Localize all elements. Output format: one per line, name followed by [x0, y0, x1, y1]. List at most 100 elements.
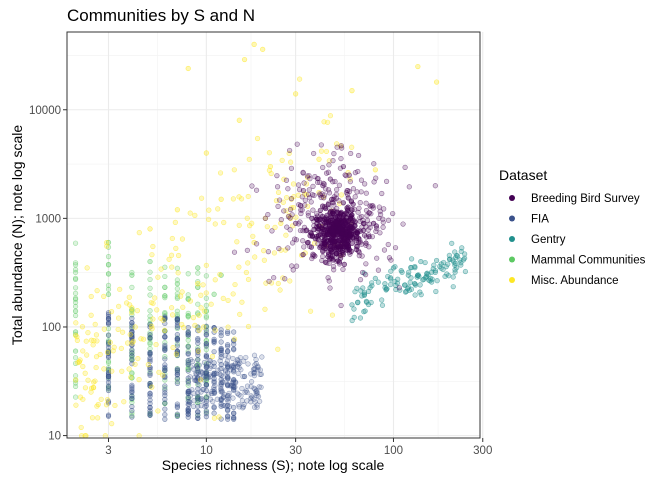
- data-point-misc-abundance: [251, 239, 257, 246]
- data-point-mammal-communities: [162, 295, 168, 301]
- data-point-fia: [195, 386, 201, 392]
- data-point-fia: [225, 416, 231, 422]
- data-point-fia: [187, 399, 193, 405]
- data-point-misc-abundance: [79, 324, 86, 330]
- data-point-misc-abundance: [290, 181, 297, 187]
- data-point-fia: [189, 358, 196, 365]
- data-point-breeding-bird-survey: [432, 183, 438, 189]
- data-point-breeding-bird-survey: [358, 189, 364, 195]
- data-point-fia: [228, 383, 234, 389]
- data-point-breeding-bird-survey: [366, 234, 372, 240]
- data-point-fia: [185, 407, 191, 414]
- data-point-mammal-communities: [147, 276, 153, 283]
- data-point-fia: [195, 409, 201, 415]
- data-point-gentry: [452, 262, 458, 268]
- data-point-gentry: [354, 285, 360, 291]
- data-point-breeding-bird-survey: [276, 197, 283, 203]
- data-point-fia: [129, 334, 135, 341]
- plot-border: [66, 31, 481, 439]
- data-point-fia: [105, 344, 112, 351]
- data-point-breeding-bird-survey: [367, 203, 373, 209]
- data-point-breeding-bird-survey: [283, 177, 290, 183]
- data-point-misc-abundance: [93, 364, 99, 371]
- data-point-fia: [147, 357, 153, 363]
- data-point-fia: [174, 343, 180, 349]
- data-point-breeding-bird-survey: [323, 170, 330, 176]
- data-point-misc-abundance: [245, 260, 251, 266]
- data-point-misc-abundance: [169, 305, 175, 311]
- data-point-fia: [162, 387, 168, 393]
- data-point-fia: [244, 389, 250, 395]
- data-point-fia: [213, 370, 220, 377]
- data-point-breeding-bird-survey: [373, 223, 379, 229]
- data-point-mammal-communities: [72, 348, 79, 354]
- data-point-mammal-communities: [72, 355, 79, 361]
- data-point-gentry: [382, 281, 388, 287]
- data-point-misc-abundance: [83, 433, 89, 439]
- data-point-fia: [224, 358, 231, 364]
- data-point-breeding-bird-survey: [352, 223, 358, 229]
- data-point-fia: [230, 355, 236, 362]
- data-point-breeding-bird-survey: [343, 211, 349, 217]
- data-point-breeding-bird-survey: [305, 210, 311, 216]
- data-point-breeding-bird-survey: [340, 200, 346, 206]
- data-point-misc-abundance: [82, 370, 88, 376]
- data-point-misc-abundance: [250, 233, 256, 239]
- data-point-breeding-bird-survey: [318, 194, 324, 201]
- data-point-fia: [203, 381, 209, 388]
- data-point-fia: [105, 379, 112, 386]
- data-point-breeding-bird-survey: [266, 278, 272, 284]
- data-point-breeding-bird-survey: [304, 173, 311, 179]
- data-point-fia: [185, 324, 191, 331]
- data-point-misc-abundance: [326, 158, 332, 164]
- data-point-misc-abundance: [136, 230, 142, 236]
- data-point-breeding-bird-survey: [337, 211, 343, 217]
- data-point-mammal-communities: [174, 277, 180, 283]
- data-point-breeding-bird-survey: [302, 197, 308, 203]
- y-axis-title: Total abundance (N); note log scale: [9, 125, 25, 345]
- data-point-breeding-bird-survey: [356, 152, 362, 159]
- data-point-mammal-communities: [147, 308, 153, 314]
- data-point-misc-abundance: [156, 369, 162, 375]
- data-point-misc-abundance: [288, 159, 294, 165]
- data-point-fia: [129, 388, 135, 394]
- data-point-misc-abundance: [239, 299, 245, 305]
- data-point-misc-abundance: [154, 307, 160, 313]
- data-point-misc-abundance: [150, 243, 156, 250]
- data-point-fia: [231, 329, 237, 335]
- data-point-breeding-bird-survey: [301, 244, 307, 250]
- data-point-misc-abundance: [88, 293, 94, 300]
- y-tick-label: 10: [48, 431, 61, 443]
- data-point-misc-abundance: [80, 348, 86, 354]
- data-point-breeding-bird-survey: [307, 229, 313, 235]
- data-point-breeding-bird-survey: [297, 187, 303, 193]
- data-point-fia: [191, 375, 198, 381]
- data-point-misc-abundance: [203, 290, 209, 296]
- data-point-fia: [203, 352, 209, 358]
- data-point-mammal-communities: [72, 285, 79, 291]
- data-point-breeding-bird-survey: [363, 240, 369, 246]
- data-point-misc-abundance: [158, 266, 164, 272]
- data-point-breeding-bird-survey: [318, 142, 324, 148]
- data-point-fia: [243, 354, 249, 361]
- data-point-misc-abundance: [104, 239, 110, 246]
- data-point-mammal-communities: [72, 269, 79, 276]
- data-point-fia: [218, 362, 224, 368]
- data-point-breeding-bird-survey: [330, 210, 336, 216]
- data-point-mammal-communities: [72, 312, 79, 319]
- data-point-fia: [129, 315, 135, 321]
- data-point-breeding-bird-survey: [366, 244, 372, 250]
- data-point-breeding-bird-survey: [325, 232, 331, 238]
- data-point-misc-abundance: [102, 433, 108, 439]
- data-point-breeding-bird-survey: [380, 219, 386, 225]
- data-point-misc-abundance: [169, 264, 175, 270]
- data-point-misc-abundance: [173, 351, 179, 357]
- data-point-fia: [129, 389, 135, 395]
- data-point-fia: [223, 360, 229, 367]
- data-point-fia: [239, 398, 245, 404]
- data-point-gentry: [349, 302, 355, 308]
- data-point-mammal-communities: [203, 313, 209, 319]
- data-point-mammal-communities: [72, 240, 79, 246]
- data-point-breeding-bird-survey: [330, 238, 337, 245]
- data-point-fia: [211, 404, 217, 410]
